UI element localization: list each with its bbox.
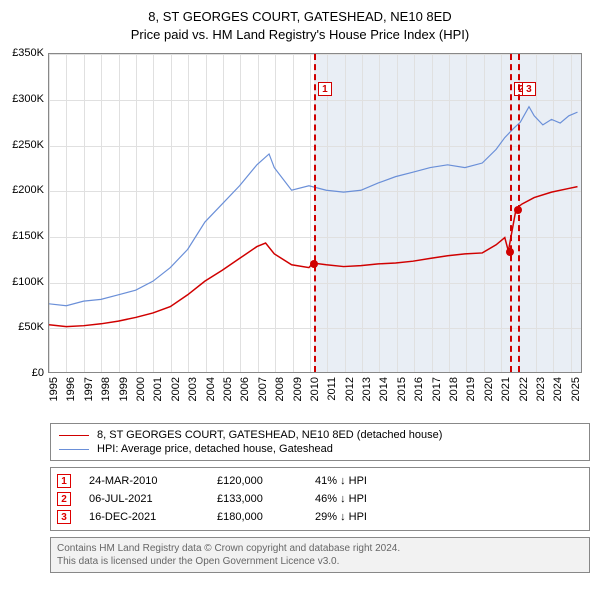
x-tick-label: 2020 — [483, 377, 495, 401]
legend-swatch — [59, 449, 89, 450]
x-tick-label: 1997 — [83, 377, 95, 401]
transaction-date: 06-JUL-2021 — [89, 493, 199, 505]
transaction-idx: 3 — [57, 510, 71, 524]
y-tick-label: £250K — [0, 139, 44, 151]
transaction-price: £120,000 — [217, 475, 297, 487]
x-tick-label: 2017 — [431, 377, 443, 401]
event-marker-3: 3 — [522, 82, 536, 96]
y-tick-label: £350K — [0, 47, 44, 59]
x-tick-label: 2013 — [361, 377, 373, 401]
plot-area: 123 — [48, 53, 582, 373]
x-tick-label: 2008 — [274, 377, 286, 401]
event-dot-1 — [310, 260, 318, 268]
x-tick-label: 2019 — [465, 377, 477, 401]
transaction-row: 3 16-DEC-2021 £180,000 29% ↓ HPI — [57, 508, 583, 526]
x-tick-label: 2001 — [152, 377, 164, 401]
transactions-table: 1 24-MAR-2010 £120,000 41% ↓ HPI 2 06-JUL-202… — [50, 467, 590, 531]
legend-box: 8, ST GEORGES COURT, GATESHEAD, NE10 8ED… — [50, 423, 590, 461]
x-tick-label: 2009 — [292, 377, 304, 401]
x-tick-label: 2006 — [239, 377, 251, 401]
transaction-row: 1 24-MAR-2010 £120,000 41% ↓ HPI — [57, 472, 583, 490]
x-tick-label: 2021 — [500, 377, 512, 401]
chart-area: 123 £0£50K£100K£150K£200K£250K£300K£350K… — [48, 53, 582, 373]
x-tick-label: 2015 — [396, 377, 408, 401]
legend-row: HPI: Average price, detached house, Gate… — [59, 442, 581, 456]
y-tick-label: £0 — [0, 367, 44, 379]
event-line-1 — [314, 54, 316, 372]
transaction-idx: 1 — [57, 474, 71, 488]
transaction-price: £133,000 — [217, 493, 297, 505]
y-tick-label: £300K — [0, 93, 44, 105]
attribution-box: Contains HM Land Registry data © Crown c… — [50, 537, 590, 573]
x-tick-label: 2004 — [205, 377, 217, 401]
chart-title: 8, ST GEORGES COURT, GATESHEAD, NE10 8ED… — [0, 0, 600, 43]
attribution-line-2: This data is licensed under the Open Gov… — [57, 555, 583, 568]
transaction-date: 16-DEC-2021 — [89, 511, 199, 523]
event-dot-2 — [506, 248, 514, 256]
x-tick-label: 2025 — [570, 377, 582, 401]
legend-row: 8, ST GEORGES COURT, GATESHEAD, NE10 8ED… — [59, 428, 581, 442]
x-tick-label: 1998 — [100, 377, 112, 401]
x-tick-label: 2011 — [326, 377, 338, 401]
x-tick-label: 2022 — [518, 377, 530, 401]
x-tick-label: 2000 — [135, 377, 147, 401]
x-tick-label: 2002 — [170, 377, 182, 401]
x-tick-label: 2005 — [222, 377, 234, 401]
y-tick-label: £150K — [0, 230, 44, 242]
title-line-2: Price paid vs. HM Land Registry's House … — [0, 26, 600, 44]
x-tick-label: 1999 — [118, 377, 130, 401]
x-tick-label: 2012 — [344, 377, 356, 401]
y-tick-label: £50K — [0, 321, 44, 333]
x-tick-label: 2023 — [535, 377, 547, 401]
transaction-diff: 29% ↓ HPI — [315, 511, 367, 523]
legend-swatch — [59, 435, 89, 436]
x-tick-label: 2014 — [378, 377, 390, 401]
x-tick-label: 2010 — [309, 377, 321, 401]
legend-label: HPI: Average price, detached house, Gate… — [97, 443, 333, 455]
x-tick-label: 1996 — [65, 377, 77, 401]
transaction-price: £180,000 — [217, 511, 297, 523]
x-tick-label: 2024 — [552, 377, 564, 401]
event-line-2 — [510, 54, 512, 372]
attribution-line-1: Contains HM Land Registry data © Crown c… — [57, 542, 583, 555]
y-tick-label: £200K — [0, 184, 44, 196]
event-marker-1: 1 — [318, 82, 332, 96]
transaction-row: 2 06-JUL-2021 £133,000 46% ↓ HPI — [57, 490, 583, 508]
event-dot-3 — [514, 206, 522, 214]
transaction-date: 24-MAR-2010 — [89, 475, 199, 487]
transaction-diff: 46% ↓ HPI — [315, 493, 367, 505]
x-tick-label: 1995 — [48, 377, 60, 401]
x-tick-label: 2018 — [448, 377, 460, 401]
x-tick-label: 2016 — [413, 377, 425, 401]
transaction-diff: 41% ↓ HPI — [315, 475, 367, 487]
x-tick-label: 2003 — [187, 377, 199, 401]
y-tick-label: £100K — [0, 276, 44, 288]
x-tick-label: 2007 — [257, 377, 269, 401]
title-line-1: 8, ST GEORGES COURT, GATESHEAD, NE10 8ED — [0, 8, 600, 26]
transaction-idx: 2 — [57, 492, 71, 506]
legend-label: 8, ST GEORGES COURT, GATESHEAD, NE10 8ED… — [97, 429, 442, 441]
